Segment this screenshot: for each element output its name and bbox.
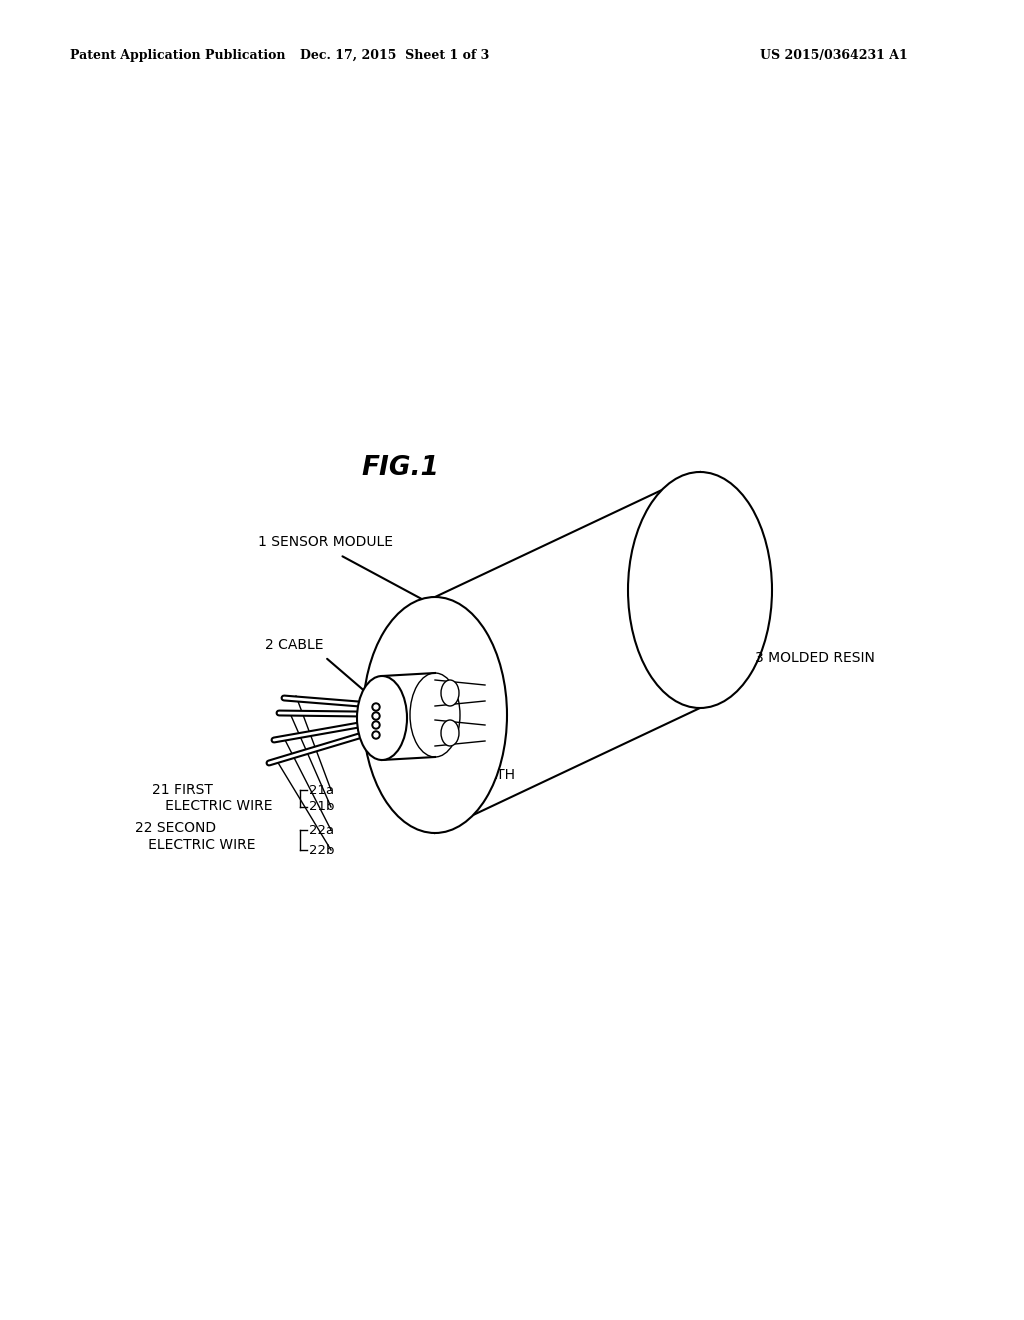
Circle shape xyxy=(374,723,378,727)
Ellipse shape xyxy=(441,719,459,746)
Circle shape xyxy=(372,731,380,739)
Text: 22a: 22a xyxy=(309,824,334,837)
Text: 2 CABLE: 2 CABLE xyxy=(265,638,324,652)
Text: 23 SHEATH: 23 SHEATH xyxy=(438,768,515,781)
Text: 22b: 22b xyxy=(309,843,335,857)
Text: FIG.1: FIG.1 xyxy=(361,455,439,480)
Text: 22 SECOND: 22 SECOND xyxy=(135,821,216,836)
Text: 1 SENSOR MODULE: 1 SENSOR MODULE xyxy=(258,535,393,549)
Text: ELECTRIC WIRE: ELECTRIC WIRE xyxy=(152,799,272,813)
Circle shape xyxy=(372,721,380,729)
Text: 21a: 21a xyxy=(309,784,334,796)
Ellipse shape xyxy=(357,676,407,760)
Ellipse shape xyxy=(441,680,459,706)
Circle shape xyxy=(374,733,378,737)
Text: 21 FIRST: 21 FIRST xyxy=(152,783,213,797)
Ellipse shape xyxy=(362,597,507,833)
Text: ELECTRIC WIRE: ELECTRIC WIRE xyxy=(135,838,256,851)
Circle shape xyxy=(372,704,380,711)
Text: Dec. 17, 2015  Sheet 1 of 3: Dec. 17, 2015 Sheet 1 of 3 xyxy=(300,49,489,62)
Text: Patent Application Publication: Patent Application Publication xyxy=(70,49,286,62)
Text: 21b: 21b xyxy=(309,800,335,813)
Text: 3 MOLDED RESIN: 3 MOLDED RESIN xyxy=(755,651,874,665)
Circle shape xyxy=(374,705,378,709)
Circle shape xyxy=(372,711,380,719)
Ellipse shape xyxy=(628,473,772,708)
Circle shape xyxy=(374,714,378,718)
Text: US 2015/0364231 A1: US 2015/0364231 A1 xyxy=(760,49,907,62)
